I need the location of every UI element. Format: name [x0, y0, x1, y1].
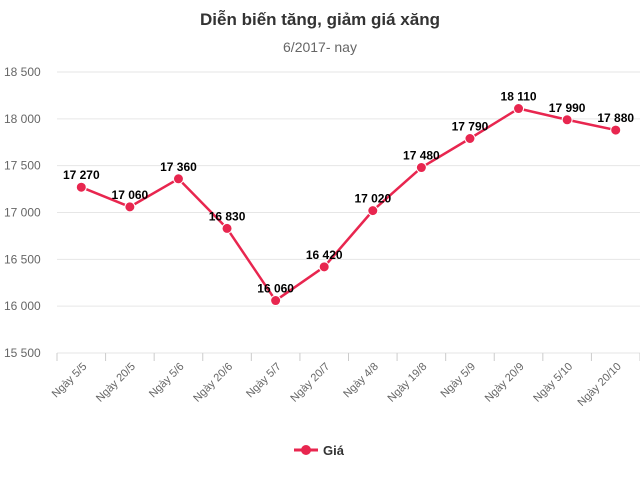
x-tick-label: Ngày 5/6 [147, 361, 187, 401]
x-axis: Ngày 5/5 Ngày 20/5 Ngày 5/6 Ngày 20/6 Ngày 5… [50, 353, 640, 409]
data-point [367, 205, 379, 217]
x-tick-label: Ngày 20/6 [191, 361, 235, 405]
x-tick-label: Ngày 19/8 [386, 361, 430, 405]
chart-subtitle: 6/2017- nay [283, 39, 357, 55]
data-point [415, 162, 427, 174]
data-point [513, 103, 525, 115]
y-tick-label: 18 000 [4, 112, 41, 126]
x-tick-label: Ngày 5/7 [244, 361, 284, 401]
data-point [610, 124, 622, 136]
x-tick-label: Ngày 20/5 [94, 361, 138, 405]
data-point [124, 201, 136, 213]
data-label: 16 420 [306, 248, 343, 262]
data-labels: 17 270 17 060 17 360 16 830 16 060 16 420 17 0… [63, 90, 634, 296]
data-label: 17 480 [403, 149, 440, 163]
x-tick-label: Ngày 4/8 [341, 361, 381, 401]
y-tick-label: 17 500 [4, 159, 41, 173]
legend[interactable]: Giá [294, 443, 345, 458]
y-axis: 15 500 16 000 16 500 17 000 17 500 18 000 18 5… [4, 65, 41, 360]
data-label: 17 020 [354, 192, 391, 206]
series-gia [75, 103, 622, 307]
data-point [318, 261, 330, 273]
x-tick-label: Ngày 20/7 [288, 361, 332, 405]
y-tick-label: 18 500 [4, 65, 41, 79]
y-tick-label: 16 000 [4, 299, 41, 313]
data-label: 17 990 [549, 101, 586, 115]
x-tick-label: Ngày 5/9 [438, 361, 478, 401]
x-tick-label: Ngày 5/5 [50, 361, 90, 401]
data-label: 16 060 [257, 282, 294, 296]
data-point [172, 173, 184, 185]
series-line [80, 107, 616, 302]
data-label: 16 830 [209, 209, 246, 223]
data-point [221, 222, 233, 234]
data-label: 17 880 [597, 111, 634, 125]
grid-lines [57, 71, 640, 354]
data-label: 17 060 [112, 188, 149, 202]
data-point [464, 133, 476, 145]
y-tick-label: 15 500 [4, 346, 41, 360]
data-point [75, 181, 87, 193]
data-label: 18 110 [501, 90, 537, 104]
legend-label: Giá [323, 443, 345, 458]
y-tick-label: 17 000 [4, 206, 41, 220]
x-tick-label: Ngày 5/10 [531, 361, 575, 405]
legend-marker-icon [301, 445, 311, 455]
data-point [270, 295, 282, 307]
data-label: 17 360 [160, 160, 197, 174]
data-label: 17 270 [63, 168, 100, 182]
chart-title: Diễn biến tăng, giảm giá xăng [200, 10, 440, 29]
data-point [561, 114, 573, 126]
y-tick-label: 16 500 [4, 252, 41, 266]
x-tick-label: Ngày 20/10 [576, 361, 624, 409]
data-label: 17 790 [452, 120, 489, 134]
x-tick-label: Ngày 20/9 [483, 361, 527, 405]
